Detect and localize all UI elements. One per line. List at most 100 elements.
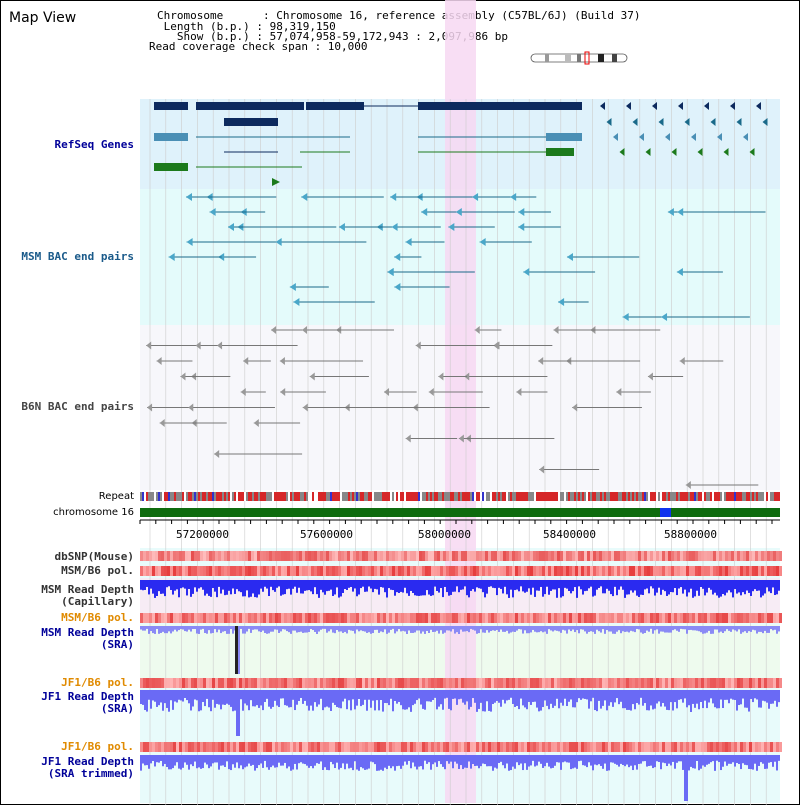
read-depth-bar [270,690,272,709]
polymorphism-cell [185,613,188,623]
gene-arrow [704,102,709,110]
track-label-jf1-depth-trim[interactable]: JF1 Read Depth (SRA trimmed) [41,755,134,780]
track-label-repeat[interactable]: Repeat [98,491,134,502]
track-label-refseq[interactable]: RefSeq Genes [54,138,134,151]
repeat-segment [458,492,460,501]
polymorphism-cell [398,613,401,623]
polymorphism-cell [497,551,500,561]
gene-exon [418,102,582,110]
track-label-msm-b6-pol[interactable]: MSM/B6 pol. [61,564,134,577]
read-depth-bar [278,690,280,708]
track-label-msm-depth-cap[interactable]: MSM Read Depth (Capillary) [41,583,134,608]
polymorphism-cell [566,566,569,576]
polymorphism-cell [422,551,425,561]
read-depth-bar [298,690,300,701]
polymorphism-cell [620,742,623,752]
read-depth-bar [642,690,644,706]
polymorphism-cell [206,551,209,561]
polymorphism-cell [260,551,263,561]
repeat-segment [378,492,380,501]
polymorphism-cell [203,742,206,752]
polymorphism-cell [422,678,425,688]
polymorphism-cell [443,678,446,688]
read-depth-bar [540,580,542,587]
track-label-msm-depth-sra[interactable]: MSM Read Depth (SRA) [41,626,134,651]
read-depth-bar [574,690,576,708]
polymorphism-cell [671,566,674,576]
repeat-segment [388,492,390,501]
msm-bac-end-marker [558,298,565,306]
polymorphism-cell [614,742,617,752]
polymorphism-cell [602,551,605,561]
track-label-jf1-depth-sra[interactable]: JF1 Read Depth (SRA) [41,690,134,715]
read-depth-bar [160,755,162,761]
polymorphism-cell [662,551,665,561]
repeat-segment [474,492,476,501]
polymorphism-cell [440,678,443,688]
track-label-chromosome[interactable]: chromosome 16 [53,507,134,518]
read-depth-bar [566,690,568,707]
gene-arrow [762,118,768,126]
repeat-segment [570,492,572,501]
polymorphism-cell [476,678,479,688]
read-depth-bar [258,755,260,766]
track-label-jf1-b6-pol-2[interactable]: JF1/B6 pol. [61,740,134,753]
polymorphism-cell [413,678,416,688]
read-depth-bar [214,690,216,708]
read-depth-bar [202,690,204,703]
repeat-segment [264,492,266,501]
polymorphism-cell [440,613,443,623]
repeat-segment [338,492,340,501]
read-depth-bar [198,755,200,768]
track-label-msm-b6-pol-2[interactable]: MSM/B6 pol. [61,611,134,624]
repeat-segment [634,492,636,501]
polymorphism-cell [332,742,335,752]
read-depth-bar [554,580,556,590]
track-label-jf1-b6-pol[interactable]: JF1/B6 pol. [61,676,134,689]
polymorphism-cell [698,678,701,688]
read-depth-bar [776,755,778,771]
read-depth-bar [334,690,336,705]
polymorphism-cell [719,742,722,752]
read-depth-bar [578,755,580,762]
read-depth-bar [696,580,698,591]
read-depth-bar [404,755,406,762]
gene-arrow [613,133,618,141]
read-depth-bar [744,690,746,708]
read-depth-bar [678,690,680,700]
read-depth-bar [504,626,506,632]
gene-exon [154,133,188,141]
read-depth-bar [446,626,448,631]
read-depth-bar [710,626,712,634]
polymorphism-cell [176,566,179,576]
polymorphism-cell [260,742,263,752]
repeat-segment [336,492,338,501]
polymorphism-cell [278,613,281,623]
polymorphism-cell [569,678,572,688]
repeat-segment [370,492,372,501]
polymorphism-cell [578,678,581,688]
polymorphism-cell [740,613,743,623]
read-depth-bar [394,626,396,634]
repeat-segment [216,492,218,501]
axis-tick-label: 57200000 [176,528,229,541]
read-depth-bar [232,626,234,634]
read-depth-bar [476,755,478,766]
track-label-b6n-bac[interactable]: B6N BAC end pairs [21,400,134,413]
polymorphism-cell [575,613,578,623]
read-depth-bar [150,580,152,589]
read-depth-bar [752,580,754,592]
polymorphism-cell [701,551,704,561]
read-depth-bar [418,626,420,631]
polymorphism-cell [464,742,467,752]
msm-bac-end-marker [566,253,573,261]
polymorphism-cell [323,566,326,576]
track-label-dbsnp[interactable]: dbSNP(Mouse) [54,550,134,563]
polymorphism-cell [152,742,155,752]
repeat-segment [306,492,308,501]
repeat-segment [772,492,774,501]
read-depth-bar [376,690,378,701]
read-depth-bar [610,690,612,703]
read-depth-bar [396,755,398,767]
track-label-msm-bac[interactable]: MSM BAC end pairs [21,250,134,263]
